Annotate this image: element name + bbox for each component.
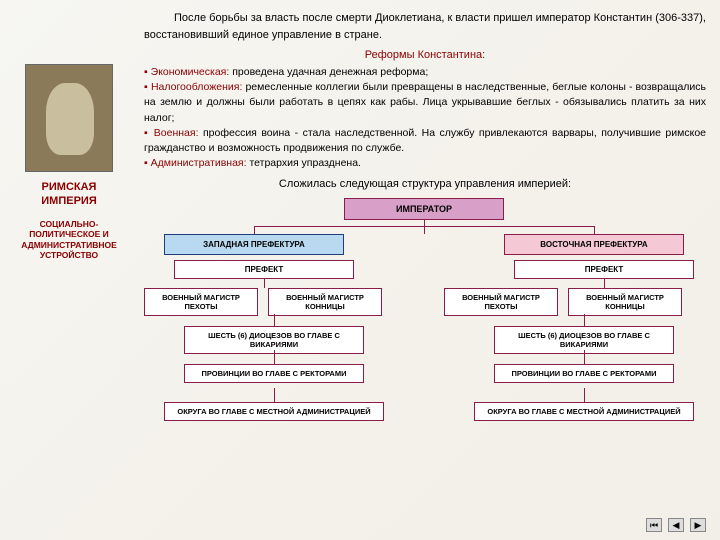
- node-prov-w: ПРОВИНЦИИ ВО ГЛАВЕ С РЕКТОРАМИ: [184, 364, 364, 383]
- side-title: РИМСКАЯИМПЕРИЯ: [14, 180, 124, 209]
- structure-title: Сложилась следующая структура управления…: [144, 178, 706, 190]
- node-okrug-e: ОКРУГА ВО ГЛАВЕ С МЕСТНОЙ АДМИНИСТРАЦИЕЙ: [474, 402, 694, 421]
- mil-label: Военная:: [154, 127, 199, 139]
- node-mag-cav-e: ВОЕННЫЙ МАГИСТР КОННИЦЫ: [568, 288, 682, 316]
- side-subtitle: СОЦИАЛЬНО-ПОЛИТИЧЕСКОЕ И АДМИНИСТРАТИВНО…: [14, 219, 124, 262]
- portrait-image: [25, 64, 113, 172]
- node-prefect-east: ПРЕФЕКТ: [514, 260, 694, 280]
- node-mag-cav-w: ВОЕННЫЙ МАГИСТР КОННИЦЫ: [268, 288, 382, 316]
- node-mag-inf-w: ВОЕННЫЙ МАГИСТР ПЕХОТЫ: [144, 288, 258, 316]
- adm-label: Административная:: [151, 157, 247, 169]
- node-emperor: ИМПЕРАТОР: [344, 198, 504, 221]
- nav-next-button[interactable]: ▶: [690, 518, 706, 532]
- sidebar: РИМСКАЯИМПЕРИЯ СОЦИАЛЬНО-ПОЛИТИЧЕСКОЕ И …: [14, 64, 124, 261]
- node-prefect-west: ПРЕФЕКТ: [174, 260, 354, 280]
- node-east-prefecture: ВОСТОЧНАЯ ПРЕФЕКТУРА: [504, 234, 684, 256]
- node-west-prefecture: ЗАПАДНАЯ ПРЕФЕКТУРА: [164, 234, 344, 256]
- nav-prev-button[interactable]: ◀: [668, 518, 684, 532]
- node-okrug-w: ОКРУГА ВО ГЛАВЕ С МЕСТНОЙ АДМИНИСТРАЦИЕЙ: [164, 402, 384, 421]
- adm-text: тетрархия упразднена.: [247, 157, 361, 169]
- intro-text: После борьбы за власть после смерти Диок…: [144, 10, 706, 43]
- nav-controls: ⏮ ◀ ▶: [646, 518, 706, 532]
- node-prov-e: ПРОВИНЦИИ ВО ГЛАВЕ С РЕКТОРАМИ: [494, 364, 674, 383]
- reforms-title: Реформы Константина:: [144, 49, 706, 61]
- node-mag-inf-e: ВОЕННЫЙ МАГИСТР ПЕХОТЫ: [444, 288, 558, 316]
- eco-label: Экономическая:: [151, 66, 230, 78]
- tax-label: Налогообложения:: [151, 81, 242, 93]
- nav-first-button[interactable]: ⏮: [646, 518, 662, 532]
- eco-text: проведена удачная денежная реформа;: [229, 66, 428, 78]
- reforms-block: ▪ Экономическая: проведена удачная денеж…: [144, 65, 706, 172]
- mil-text: профессия воина - стала наследственной. …: [144, 127, 706, 154]
